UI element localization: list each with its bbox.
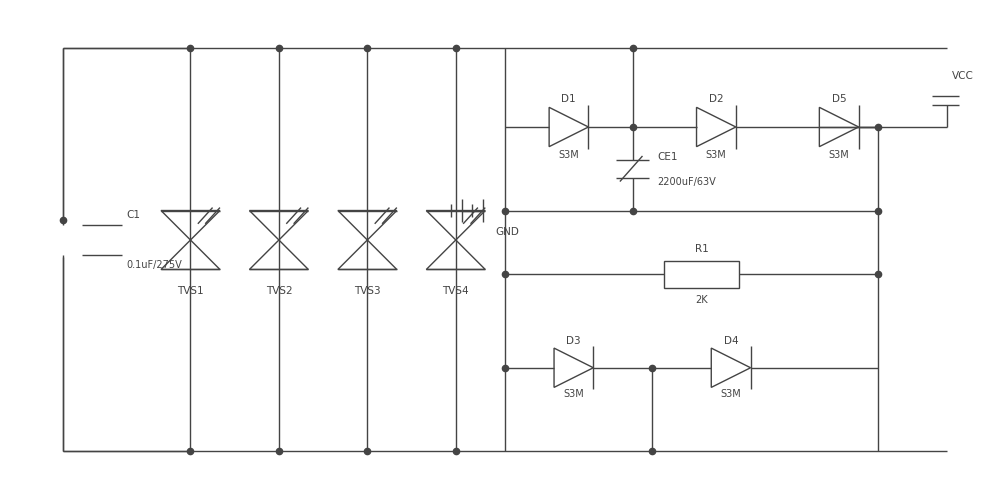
Text: D2: D2	[709, 95, 723, 105]
Text: 2200uF/63V: 2200uF/63V	[657, 177, 716, 187]
Text: C1: C1	[127, 210, 141, 220]
Text: S3M: S3M	[706, 149, 727, 159]
Text: D4: D4	[724, 336, 738, 346]
Text: S3M: S3M	[563, 389, 584, 399]
Text: GND: GND	[495, 227, 519, 237]
Text: R1: R1	[695, 244, 708, 254]
Text: D1: D1	[561, 95, 576, 105]
Text: 2K: 2K	[695, 295, 708, 305]
Text: CE1: CE1	[657, 152, 678, 162]
Text: VCC: VCC	[952, 71, 974, 81]
Text: TVS1: TVS1	[177, 286, 204, 296]
Text: S3M: S3M	[829, 149, 849, 159]
Text: TVS4: TVS4	[442, 286, 469, 296]
Text: TVS2: TVS2	[266, 286, 292, 296]
Text: TVS3: TVS3	[354, 286, 381, 296]
FancyBboxPatch shape	[664, 261, 739, 288]
Text: S3M: S3M	[721, 389, 741, 399]
Text: 0.1uF/275V: 0.1uF/275V	[127, 260, 182, 270]
Text: D5: D5	[832, 95, 846, 105]
Text: S3M: S3M	[558, 149, 579, 159]
Text: D3: D3	[566, 336, 581, 346]
